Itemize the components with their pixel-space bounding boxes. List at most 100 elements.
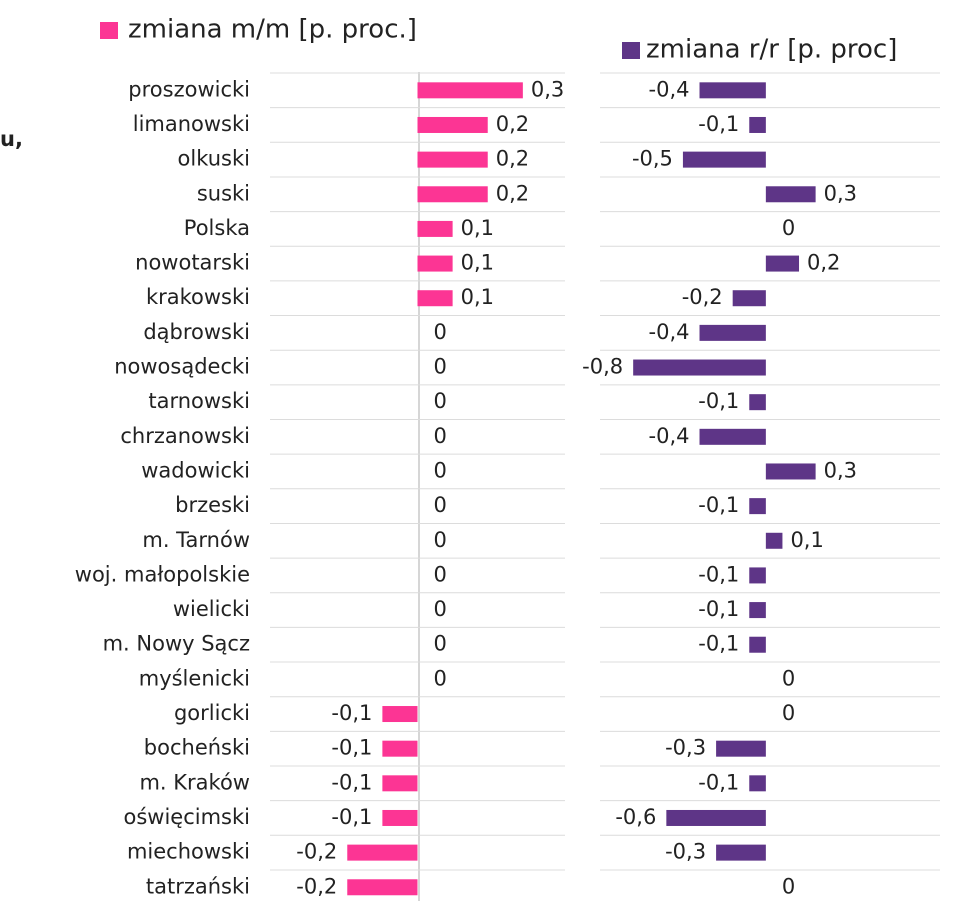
bar [749,116,766,133]
label-background [457,250,498,275]
value-label: -0,1 [331,770,372,794]
bar [417,151,488,168]
bar [716,740,766,757]
value-label: 0 [434,528,447,552]
value-label: 0 [782,666,795,690]
bar [417,186,488,203]
value-label: 0,1 [461,251,494,275]
value-label: 0 [434,666,447,690]
category-label: wielicki [173,597,250,621]
bar [749,775,766,792]
value-label: -0,4 [649,320,690,344]
value-label: -0,1 [698,632,739,656]
label-background [695,562,743,587]
category-label: chrzanowski [120,424,250,448]
bar [417,220,453,237]
bar [749,394,766,411]
legend-swatch [100,22,118,39]
value-label: -0,1 [698,770,739,794]
category-label: bocheński [144,736,250,760]
bar [716,844,766,861]
label-background [430,493,450,518]
label-background [328,701,376,726]
value-label: 0,2 [496,181,529,205]
legend-label: zmiana m/m [p. proc.] [128,15,417,45]
bar [347,879,418,896]
bar [382,706,418,723]
bar [382,809,418,826]
value-label: -0,1 [698,597,739,621]
value-label: -0,4 [649,77,690,101]
category-label: tarnowski [148,389,250,413]
value-label: 0 [434,320,447,344]
label-background [430,631,450,656]
label-background [328,735,376,760]
value-label: 0,3 [531,77,564,101]
legend-label: zmiana r/r [p. proc] [646,35,897,65]
value-label: 0,1 [790,528,823,552]
category-label: suski [197,181,250,205]
category-label: oświęcimski [124,805,251,829]
label-background [662,839,710,864]
label-background [804,250,844,275]
label-background [820,458,861,483]
value-label: 0 [782,701,795,725]
label-background [662,735,710,760]
label-background [612,804,660,829]
category-label: proszowicki [128,77,250,101]
bar [732,290,766,307]
category-label: limanowski [133,112,250,136]
label-background [778,215,799,240]
value-label: 0,3 [824,458,857,482]
bar [749,602,766,619]
bar [417,82,523,99]
value-label: -0,1 [331,805,372,829]
category-label: olkuski [178,147,250,171]
value-label: 0 [434,597,447,621]
legend-swatch [622,42,640,59]
label-background [492,146,533,171]
label-background [430,423,450,448]
label-background [787,527,827,552]
category-label: m. Kraków [139,770,250,794]
bar [699,324,766,341]
label-background [695,770,743,795]
label-background [695,631,743,656]
bar [382,775,418,792]
label-background [820,181,861,206]
value-label: -0,3 [665,736,706,760]
label-background [457,215,498,240]
label-background [430,354,450,379]
value-label: 0 [434,424,447,448]
value-label: -0,1 [698,562,739,586]
bar [765,186,816,203]
category-label: m. Tarnów [142,528,250,552]
label-background [695,493,743,518]
label-background [430,597,450,622]
value-label: -0,3 [665,840,706,864]
value-label: -0,1 [331,701,372,725]
category-label: myślenicki [139,666,250,690]
bar [382,740,418,757]
value-label: 0,1 [461,216,494,240]
label-background [628,146,676,171]
value-label: -0,2 [682,285,723,309]
label-background [492,181,533,206]
value-label: -0,1 [698,493,739,517]
value-label: -0,8 [582,355,623,379]
label-background [645,423,693,448]
label-background [328,770,376,795]
value-label: -0,4 [649,424,690,448]
bar [765,532,783,549]
category-label: nowotarski [135,251,250,275]
value-label: 0 [782,874,795,898]
label-background [645,77,693,102]
value-label: 0 [434,632,447,656]
label-background [293,839,341,864]
category-label: tatrzański [146,874,250,898]
bar [417,290,453,307]
value-label: 0,2 [496,112,529,136]
label-background [430,666,450,691]
category-label: m. Nowy Sącz [103,632,250,656]
